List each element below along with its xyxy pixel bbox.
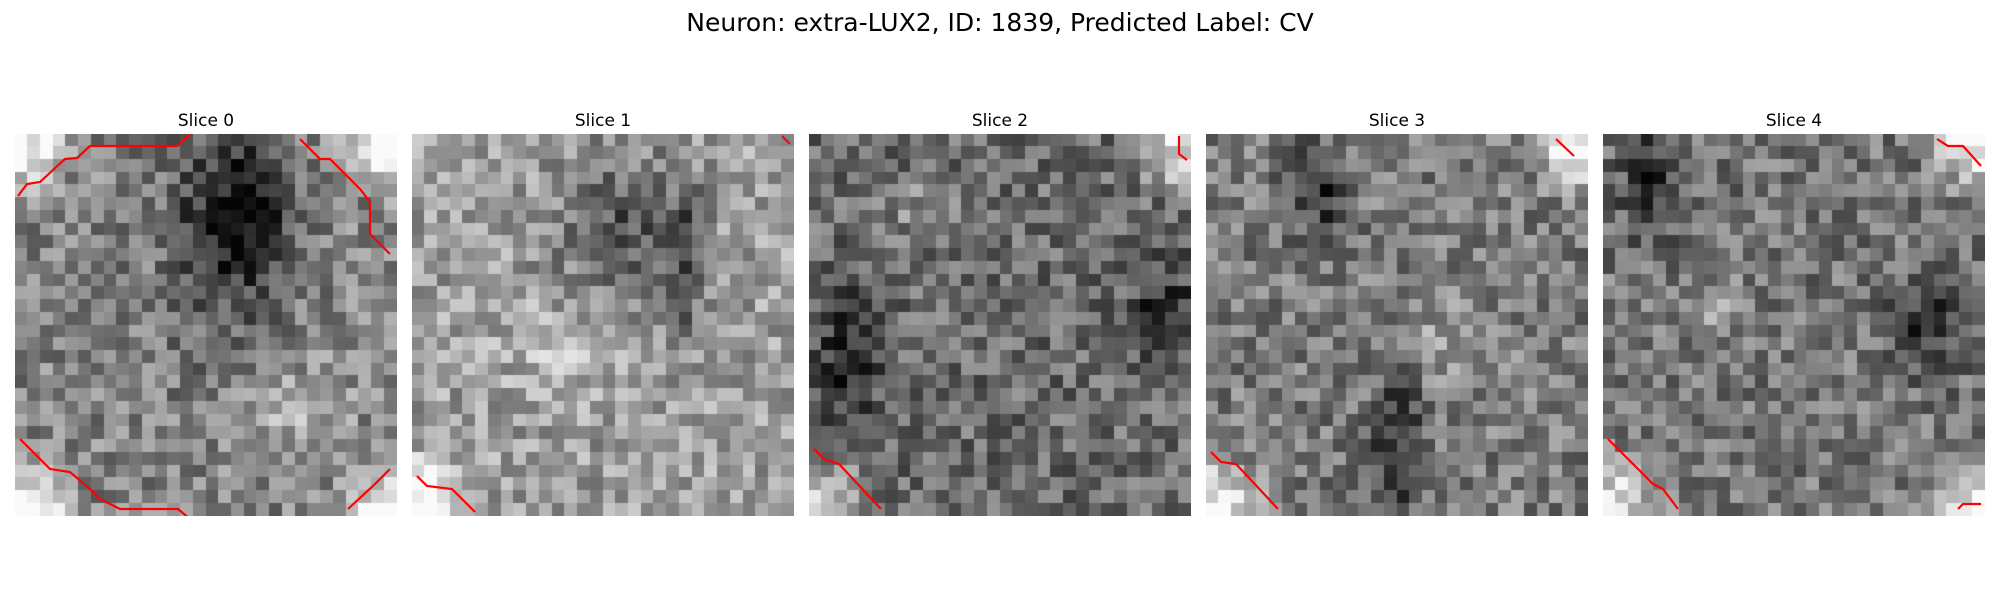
contour-line-tr bbox=[1177, 136, 1188, 161]
contour-line-bl bbox=[416, 475, 476, 513]
slice-title: Slice 2 bbox=[971, 111, 1029, 131]
slice-title: Slice 0 bbox=[177, 111, 235, 131]
contour-overlay bbox=[17, 134, 391, 516]
slice-panel-2: Slice 2 bbox=[809, 108, 1191, 516]
slice-title: Slice 4 bbox=[1765, 111, 1823, 131]
contour-line-br bbox=[347, 468, 391, 510]
contour-line-tr bbox=[1936, 138, 1982, 167]
slice-panel-3: Slice 3 bbox=[1206, 108, 1588, 516]
slice-panel-0: Slice 0 bbox=[15, 108, 397, 516]
contour-line-br bbox=[1957, 502, 1981, 510]
contour-overlay bbox=[1210, 138, 1575, 510]
contour-line-tr bbox=[1555, 138, 1575, 157]
slice-image bbox=[412, 134, 794, 516]
contour-overlay bbox=[416, 135, 791, 513]
contour-line-bl bbox=[1210, 451, 1279, 510]
contour-line-bl bbox=[19, 438, 189, 516]
slice-image bbox=[809, 134, 1191, 516]
contour-line-tr bbox=[781, 135, 791, 145]
contour-line-bl bbox=[1607, 438, 1679, 510]
slice-panel-4: Slice 4 bbox=[1603, 108, 1985, 516]
contour-overlay bbox=[1607, 138, 1982, 510]
contour-overlay bbox=[813, 136, 1188, 510]
slice-image bbox=[1206, 134, 1588, 516]
contour-line-tr bbox=[299, 138, 391, 255]
contour-line-bl bbox=[813, 448, 882, 510]
figure-title: Neuron: extra-LUX2, ID: 1839, Predicted … bbox=[686, 8, 1314, 37]
slice-title: Slice 3 bbox=[1368, 111, 1426, 131]
slice-image bbox=[1603, 134, 1985, 516]
slice-panel-1: Slice 1 bbox=[412, 108, 794, 516]
slice-title: Slice 1 bbox=[574, 111, 632, 131]
contour-line-tl bbox=[17, 134, 191, 197]
slice-image bbox=[15, 134, 397, 516]
